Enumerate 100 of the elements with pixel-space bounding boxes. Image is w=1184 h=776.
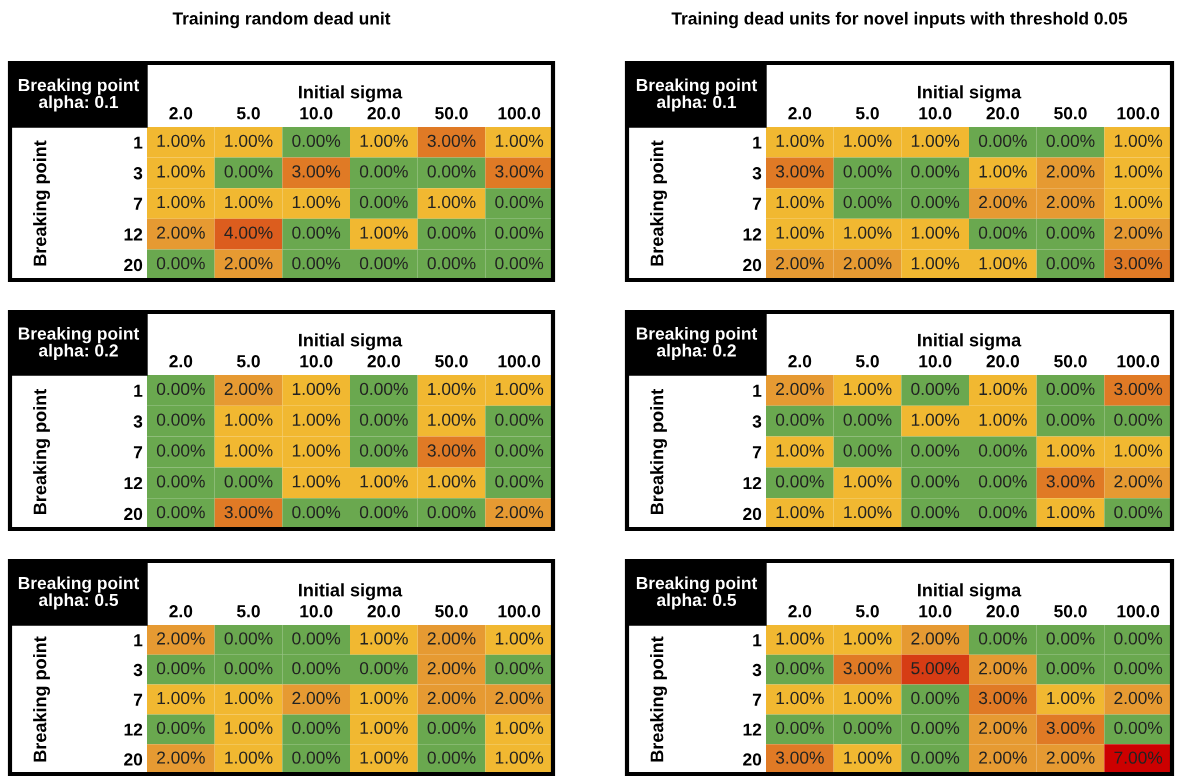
data-label: 1.00% (495, 134, 544, 147)
data-label: 0.00% (292, 662, 341, 675)
data-label: 1.00% (776, 195, 824, 209)
data-label: 1.00% (225, 413, 273, 426)
x-tick-label: 5.0 (855, 107, 879, 120)
data-label: 0.00% (843, 413, 892, 426)
data-label: 0.00% (156, 721, 205, 734)
y-axis-title: Breaking point (33, 140, 50, 266)
data-label: 1.00% (911, 257, 960, 270)
data-label: 0.00% (495, 475, 544, 488)
data-label: 0.00% (427, 257, 476, 270)
data-label: 1.00% (979, 382, 1027, 396)
data-label: 1.00% (844, 632, 892, 645)
data-label: 1.00% (360, 721, 408, 734)
y-tick-label: 7 (752, 446, 762, 459)
x-tick-label: 100.0 (1117, 355, 1160, 368)
data-label: 1.00% (844, 505, 892, 519)
data-label: 0.00% (1046, 134, 1095, 147)
x-tick-label: 20.0 (986, 355, 1020, 368)
text: Breaking point alpha: 0.5 (636, 576, 758, 610)
data-label: 1.00% (428, 475, 476, 488)
data-label: 3.00% (292, 165, 341, 178)
y-axis-title: Breaking point (33, 636, 50, 762)
data-label: 0.00% (156, 382, 205, 396)
data-label: 0.00% (156, 257, 205, 270)
data-label: 0.00% (911, 444, 960, 457)
y-tick-label: 3 (752, 663, 762, 677)
y-tick-label: 1 (753, 384, 762, 397)
data-label: 0.00% (1114, 662, 1163, 675)
x-tick-label: 10.0 (919, 605, 952, 618)
chart-title: Training dead units for novel inputs with threshold 0.05 (671, 11, 1128, 29)
x-axis-title: Initial sigma (918, 333, 1022, 351)
text: Breaking point alpha: 0.1 (636, 78, 758, 112)
y-axis-title: Breaking point (650, 636, 667, 762)
y-tick-label: 7 (133, 197, 143, 210)
data-label: 1.00% (495, 751, 544, 764)
x-tick-label: 2.0 (788, 355, 812, 368)
chart-title: Training random dead unit (172, 11, 391, 29)
data-label: 1.00% (495, 632, 544, 645)
data-label: 0.00% (911, 475, 960, 488)
data-label: 0.00% (843, 444, 892, 457)
data-label: 0.00% (359, 444, 408, 457)
data-label: 0.00% (156, 475, 205, 488)
data-label: 0.00% (775, 721, 824, 734)
data-label: 0.00% (292, 134, 341, 147)
y-tick-label: 7 (133, 693, 143, 706)
data-label: 0.00% (911, 505, 960, 519)
text: Breaking point alpha: 0.5 (18, 576, 140, 610)
data-label: 0.00% (427, 505, 476, 519)
data-label: 1.00% (360, 226, 408, 239)
y-axis-title: Breaking point (33, 389, 50, 514)
data-label: 3.00% (1046, 721, 1095, 734)
data-label: 3.00% (1046, 475, 1095, 488)
x-tick-label: 5.0 (236, 107, 260, 120)
data-label: 0.00% (911, 165, 960, 178)
data-label: 2.00% (224, 382, 273, 396)
data-label: 0.00% (156, 662, 205, 675)
data-label: 2.00% (1114, 226, 1163, 239)
data-label: 1.00% (225, 691, 273, 705)
data-label: 1.00% (292, 444, 341, 457)
data-label: 0.00% (359, 195, 408, 209)
data-label: 1.00% (157, 195, 205, 209)
x-tick-label: 2.0 (169, 355, 193, 368)
x-tick-label: 2.0 (788, 605, 812, 618)
data-label: 2.00% (911, 632, 960, 645)
data-label: 2.00% (1046, 751, 1095, 764)
data-label: 3.00% (1114, 257, 1163, 270)
data-label: 3.00% (775, 165, 824, 178)
x-tick-label: 10.0 (919, 355, 952, 368)
data-label: 7.00% (1114, 751, 1163, 764)
data-label: 1.00% (776, 226, 824, 239)
data-label: 0.00% (911, 691, 960, 705)
data-label: 3.00% (224, 505, 273, 519)
data-label: 1.00% (979, 165, 1027, 178)
y-tick-label: 12 (124, 228, 143, 241)
x-tick-label: 20.0 (367, 605, 401, 618)
data-label: 5.00% (911, 662, 960, 675)
y-tick-label: 20 (743, 258, 762, 272)
x-tick-label: 10.0 (300, 107, 333, 120)
data-label: 0.00% (292, 721, 341, 734)
y-tick-label: 20 (124, 753, 143, 766)
data-label: 1.00% (428, 382, 476, 396)
x-tick-label: 50.0 (435, 355, 468, 368)
data-label: 1.00% (776, 632, 824, 645)
data-label: 1.00% (495, 721, 544, 734)
data-label: 0.00% (843, 195, 892, 209)
data-label: 1.00% (1047, 505, 1095, 519)
data-label: 1.00% (1114, 444, 1163, 457)
data-label: 0.00% (978, 632, 1027, 645)
x-axis-title: Initial sigma (299, 583, 403, 601)
data-label: 1.00% (428, 195, 476, 209)
data-label: 1.00% (776, 444, 824, 457)
data-label: 1.00% (911, 134, 960, 147)
data-label: 1.00% (360, 475, 408, 488)
data-label: 0.00% (292, 257, 341, 270)
data-label: 3.00% (843, 662, 892, 675)
data-label: 1.00% (157, 165, 205, 178)
data-label: 1.00% (225, 751, 273, 764)
y-tick-label: 3 (133, 167, 143, 180)
data-label: 0.00% (427, 165, 476, 178)
